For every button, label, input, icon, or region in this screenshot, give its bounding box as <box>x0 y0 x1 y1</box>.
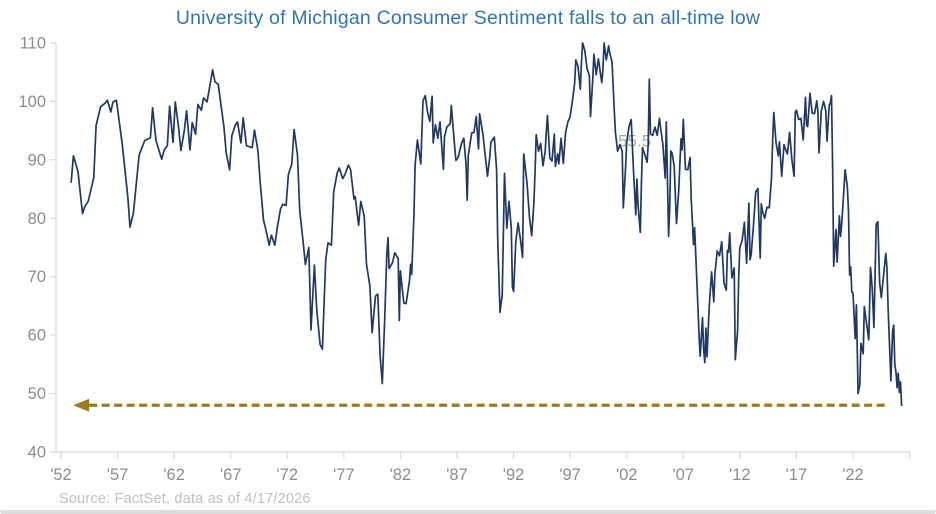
x-axis-tick-label: '62 <box>163 466 185 484</box>
x-axis-tick-label: '87 <box>446 466 468 484</box>
x-axis-tick-label: '97 <box>559 466 581 484</box>
data-label-55-5: 55.5 <box>618 131 651 150</box>
x-axis-tick-label: '72 <box>277 466 299 484</box>
x-axis-tick-label: '52 <box>50 466 72 484</box>
sentiment-line-series <box>70 42 903 407</box>
x-axis-tick-label: '17 <box>786 466 808 484</box>
window-bottom-edge <box>0 510 936 514</box>
x-axis-tick-label: '12 <box>729 466 751 484</box>
y-axis-tick-label: 80 <box>28 210 46 228</box>
y-axis-tick-label: 50 <box>28 385 46 403</box>
x-axis-tick-label: '57 <box>107 466 129 484</box>
y-axis-tick-label: 40 <box>28 444 46 462</box>
source-note: Source: FactSet, data as of 4/17/2026 <box>59 491 311 507</box>
y-axis-tick-label: 90 <box>28 151 46 169</box>
x-axis-tick-label: '07 <box>673 466 695 484</box>
x-axis-tick-label: '02 <box>616 466 638 484</box>
all-time-low-arrow-head <box>73 398 90 412</box>
x-axis-tick-label: '67 <box>220 466 242 484</box>
y-axis-tick-label: 110 <box>20 35 46 53</box>
y-axis-tick-label: 60 <box>28 327 46 345</box>
x-axis-tick-label: '82 <box>390 466 412 484</box>
chart-title: University of Michigan Consumer Sentimen… <box>175 7 761 29</box>
x-axis-tick-label: '77 <box>333 466 355 484</box>
y-axis-tick-label: 100 <box>18 93 46 111</box>
x-axis-tick-label: '92 <box>503 466 525 484</box>
x-axis-tick-label: '22 <box>842 466 864 484</box>
y-axis-tick-label: 70 <box>28 268 46 286</box>
